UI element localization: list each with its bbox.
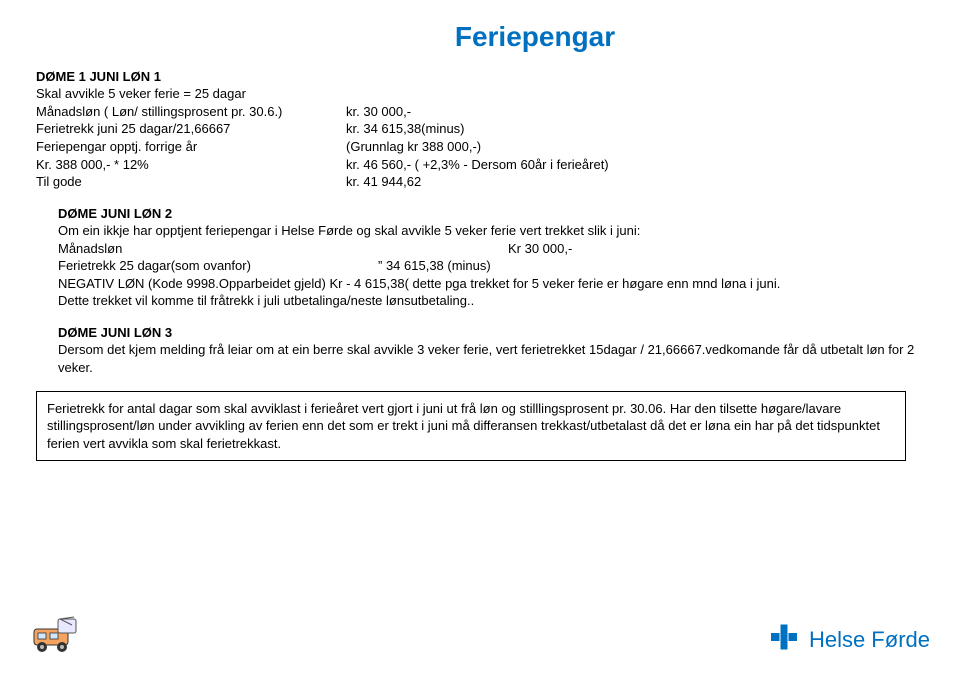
row-label: Kr. 388 000,- * 12%: [36, 156, 346, 174]
ex2-negative: NEGATIV LØN (Kode 9998.Opparbeidet gjeld…: [58, 275, 924, 293]
ex2-note: Dette trekket vil komme til fråtrekk i j…: [58, 292, 924, 310]
row-value: kr. 30 000,-: [346, 103, 924, 121]
info-box: Ferietrekk for antal dagar som skal avvi…: [36, 391, 906, 462]
table-row: Kr. 388 000,- * 12% kr. 46 560,- ( +2,3%…: [36, 156, 924, 174]
row-value: kr. 34 615,38(minus): [346, 120, 924, 138]
table-row: Månadsløn Kr 30 000,-: [58, 240, 924, 258]
row-label: Ferietrekk juni 25 dagar/21,66667: [36, 120, 346, 138]
row-label: Månadsløn: [58, 240, 508, 258]
table-row: Til gode kr. 41 944,62: [36, 173, 924, 191]
row-value: Kr 30 000,-: [508, 240, 572, 258]
footer: Helse Førde: [0, 613, 960, 663]
ex3-heading: DØME JUNI LØN 3: [58, 324, 924, 342]
row-value: kr. 41 944,62: [346, 173, 924, 191]
table-row: Feriepengar opptj. forrige år (Grunnlag …: [36, 138, 924, 156]
row-label: Ferietrekk 25 dagar(som ovanfor): [58, 257, 378, 275]
box-text: Ferietrekk for antal dagar som skal avvi…: [47, 400, 895, 453]
example-1: DØME 1 JUNI LØN 1 Skal avvikle 5 veker f…: [36, 68, 924, 191]
row-label: Feriepengar opptj. forrige år: [36, 138, 346, 156]
row-label: Til gode: [36, 173, 346, 191]
example-3: DØME JUNI LØN 3 Dersom det kjem melding …: [36, 324, 924, 377]
logo-text: Helse Førde: [809, 625, 930, 655]
row-value: kr. 46 560,- ( +2,3% - Dersom 60år i fer…: [346, 156, 924, 174]
table-row: Ferietrekk 25 dagar(som ovanfor) ” 34 61…: [58, 257, 924, 275]
ex3-text: Dersom det kjem melding frå leiar om at …: [58, 341, 924, 376]
logo-cross-icon: [769, 622, 799, 657]
table-row: Månadsløn ( Løn/ stillingsprosent pr. 30…: [36, 103, 924, 121]
row-label: Månadsløn ( Løn/ stillingsprosent pr. 30…: [36, 103, 346, 121]
van-icon: [30, 613, 86, 657]
row-value: (Grunnlag kr 388 000,-): [346, 138, 924, 156]
ex1-heading: DØME 1 JUNI LØN 1: [36, 68, 924, 86]
ex1-sub: Skal avvikle 5 veker ferie = 25 dagar: [36, 85, 924, 103]
ex2-intro: Om ein ikkje har opptjent feriepengar i …: [58, 222, 924, 240]
page-title: Feriepengar: [146, 18, 924, 56]
logo: Helse Førde: [769, 622, 930, 657]
example-2: DØME JUNI LØN 2 Om ein ikkje har opptjen…: [36, 205, 924, 310]
ex2-heading: DØME JUNI LØN 2: [58, 205, 924, 223]
table-row: Ferietrekk juni 25 dagar/21,66667 kr. 34…: [36, 120, 924, 138]
row-value: ” 34 615,38 (minus): [378, 257, 491, 275]
